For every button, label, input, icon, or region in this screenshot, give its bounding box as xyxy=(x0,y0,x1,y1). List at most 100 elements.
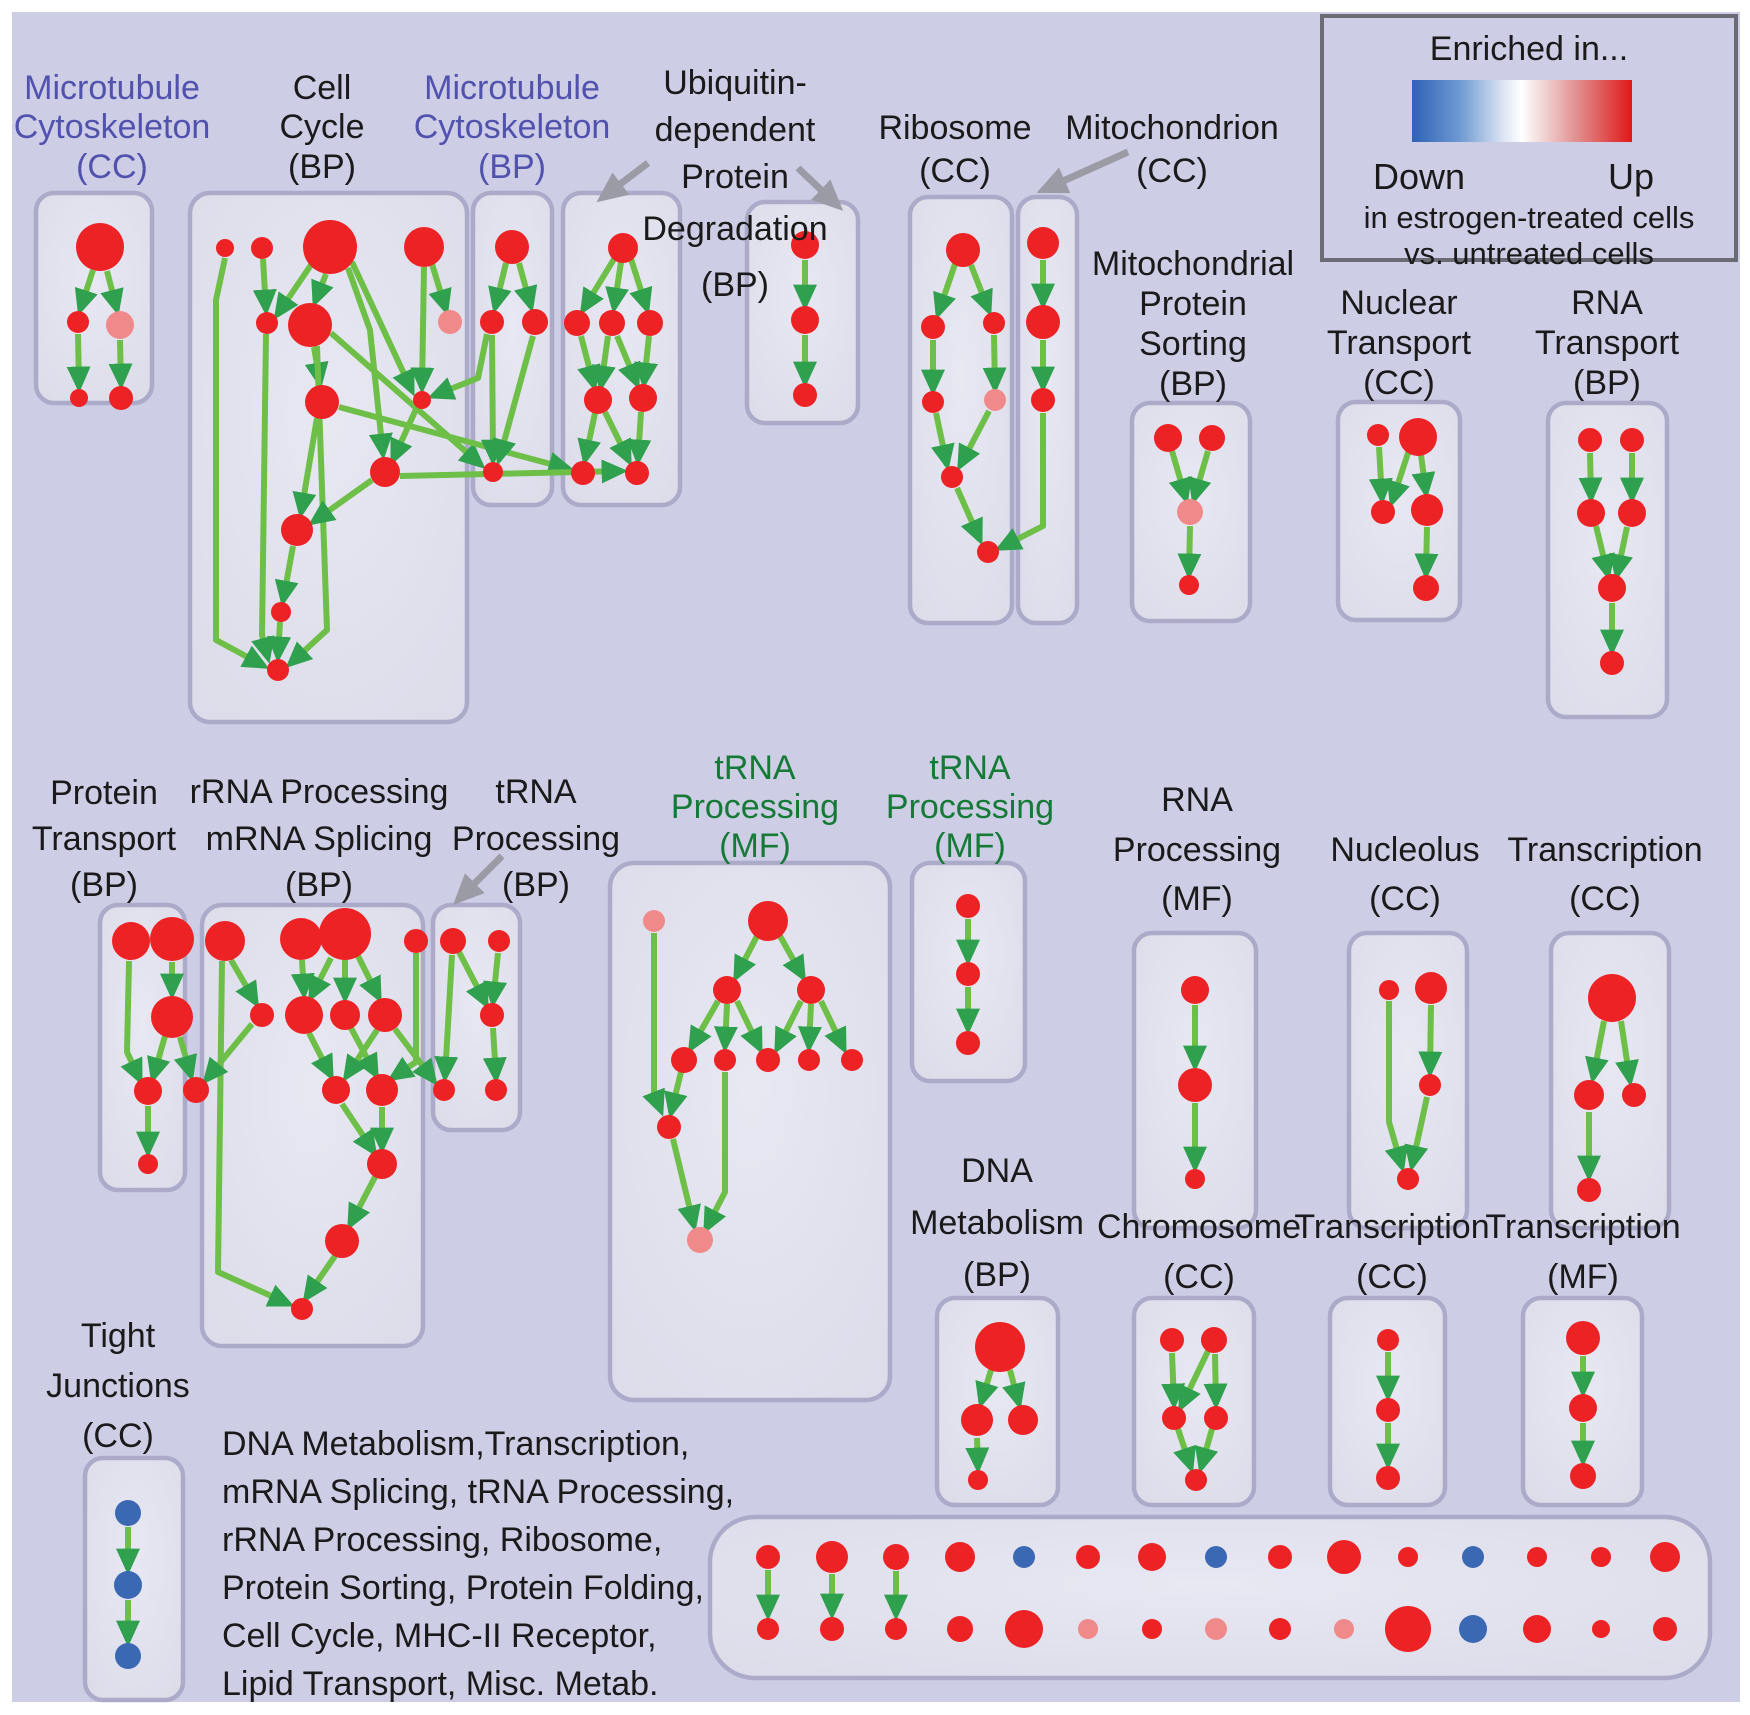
cluster-label-tight-junctions-cc: Tight xyxy=(81,1317,156,1355)
go-term-node-ubiquitin-dependent-protein-degradation-bp-1 xyxy=(571,461,595,485)
go-term-node-transcription-mf xyxy=(1566,1321,1600,1355)
go-term-node-cell-cycle-bp xyxy=(404,227,444,267)
edge-arrow-ubiquitin-dependent-protein-degradation-bp-1 xyxy=(591,335,616,392)
cluster-label-tight-junctions-cc: Junctions xyxy=(46,1367,190,1405)
go-term-node-dna-metabolism-bp xyxy=(1008,1405,1038,1435)
go-term-node-summary-strip xyxy=(1385,1606,1431,1652)
cluster-label-dna-metabolism-bp: (BP) xyxy=(963,1256,1031,1294)
go-term-node-rna-processing-mf xyxy=(1185,1169,1205,1189)
edge-arrow-microtubule-cytoskeleton-bp xyxy=(480,334,505,466)
go-term-node-trna-processing-mf-1 xyxy=(748,901,788,941)
go-term-node-trna-processing-bp xyxy=(488,930,510,952)
edge-arrow-cell-cycle-bp xyxy=(273,260,316,320)
edge-arrow-trna-processing-bp xyxy=(434,954,459,1083)
edge-arrow-ubiquitin-dependent-protein-degradation-bp-1 xyxy=(577,335,601,392)
go-term-node-chromosome-cc xyxy=(1162,1406,1186,1430)
go-term-node-summary-strip xyxy=(1334,1619,1354,1639)
go-term-node-ubiquitin-dependent-protein-degradation-bp-1 xyxy=(625,461,649,485)
edge-arrow-microtubule-cytoskeleton-cc xyxy=(74,269,98,316)
go-term-node-rrna-processing-mrna-splicing-bp xyxy=(325,1224,359,1258)
edge-arrow-cell-cycle-bp xyxy=(390,405,420,466)
edge-arrow-trna-processing-mf-1 xyxy=(642,933,665,1117)
legend-subtitle-line2: vs. untreated cells xyxy=(1404,236,1654,271)
edge-arrow-rrna-processing-mrna-splicing-bp xyxy=(342,1028,380,1083)
ubiquitin-right-arrow xyxy=(795,165,844,211)
go-term-node-rrna-processing-mrna-splicing-bp xyxy=(322,1076,350,1104)
go-term-node-rrna-processing-mrna-splicing-bp xyxy=(366,1074,398,1106)
go-term-node-nuclear-transport-cc xyxy=(1411,494,1443,526)
go-term-node-trna-processing-mf-1 xyxy=(671,1047,697,1073)
go-term-node-dna-metabolism-bp xyxy=(961,1404,993,1436)
go-term-node-dna-metabolism-bp xyxy=(968,1470,988,1490)
cluster-label-microtubule-cytoskeleton-bp: Cytoskeleton xyxy=(414,108,611,146)
go-term-node-transcription-cc-2 xyxy=(1377,1329,1399,1351)
edge-arrow-trna-processing-mf-1 xyxy=(733,934,760,983)
go-term-node-nucleolus-cc xyxy=(1419,1074,1441,1096)
go-term-node-microtubule-cytoskeleton-cc xyxy=(106,311,134,339)
go-term-node-microtubule-cytoskeleton-cc xyxy=(109,386,133,410)
edge-arrow-protein-transport-bp xyxy=(120,960,143,1086)
edge-arrow-microtubule-cytoskeleton-cc xyxy=(100,270,124,316)
cluster-label-protein-transport-bp: (BP) xyxy=(70,866,138,904)
edge-arrow-rrna-processing-mrna-splicing-bp xyxy=(355,954,382,1004)
cluster-label-mitochondrial-protein-sorting-bp: Sorting xyxy=(1139,325,1247,363)
edge-arrow-nuclear-transport-cc xyxy=(1414,526,1439,580)
edge-arrow-rrna-processing-mrna-splicing-bp xyxy=(308,956,334,1003)
go-term-node-nucleolus-cc xyxy=(1379,980,1399,1000)
edge-arrow-rrna-processing-mrna-splicing-bp xyxy=(392,1027,438,1086)
go-term-node-microtubule-cytoskeleton-cc xyxy=(76,223,124,271)
cluster-label-transcription-cc-2: Transcription xyxy=(1294,1208,1489,1246)
annotation-line: DNA Metabolism,Transcription, xyxy=(222,1425,689,1463)
go-term-node-summary-strip xyxy=(1005,1610,1043,1648)
cluster-label-mitochondrial-protein-sorting-bp: Mitochondrial xyxy=(1092,245,1294,283)
go-term-node-cell-cycle-bp xyxy=(288,303,332,347)
go-term-node-trna-processing-mf-1 xyxy=(643,910,665,932)
go-term-node-trna-processing-mf-1 xyxy=(798,1049,820,1071)
edge-arrow-dna-metabolism-bp xyxy=(1002,1369,1026,1410)
edge-arrow-microtubule-cytoskeleton-bp xyxy=(488,262,512,314)
go-term-node-rrna-processing-mrna-splicing-bp xyxy=(205,921,245,961)
edge-arrow-transcription-cc xyxy=(1585,1020,1609,1084)
go-term-node-trna-processing-mf-2 xyxy=(956,962,980,986)
go-term-node-trna-processing-mf-1 xyxy=(756,1048,780,1072)
go-term-node-summary-strip xyxy=(820,1617,844,1641)
edge-arrow-nuclear-transport-cc xyxy=(1386,449,1412,508)
go-term-node-cell-cycle-bp xyxy=(256,312,278,334)
edge-arrow-cell-cycle-bp xyxy=(345,266,393,460)
ubiquitin-left-arrow xyxy=(596,160,651,203)
edge-arrow-transcription-cc xyxy=(1615,1020,1639,1087)
go-term-node-ubiquitin-dependent-protein-degradation-bp-2 xyxy=(791,231,819,259)
go-term-node-rna-transport-bp xyxy=(1600,651,1624,675)
edge-arrow-trna-processing-mf-1 xyxy=(688,999,721,1054)
go-term-node-chromosome-cc xyxy=(1201,1327,1227,1353)
edge-arrow-rna-transport-bp xyxy=(1609,526,1633,581)
go-term-node-trna-processing-mf-1 xyxy=(797,976,825,1004)
cluster-label-rna-transport-bp: Transport xyxy=(1535,324,1680,362)
go-term-node-cell-cycle-bp xyxy=(281,514,313,546)
go-term-node-ubiquitin-dependent-protein-degradation-bp-2 xyxy=(791,306,819,334)
edge-arrow-ubiquitin-dependent-protein-degradation-bp-1 xyxy=(579,257,617,316)
go-term-node-summary-strip xyxy=(1078,1619,1098,1639)
go-term-node-ubiquitin-dependent-protein-degradation-bp-1 xyxy=(637,310,663,336)
edge-arrow-chromosome-cc xyxy=(1203,1353,1228,1410)
go-term-node-transcription-cc xyxy=(1574,1080,1604,1110)
cluster-label-nucleolus-cc: Nucleolus xyxy=(1330,831,1479,869)
cluster-label-transcription-mf: Transcription xyxy=(1485,1208,1680,1246)
go-term-node-rrna-processing-mrna-splicing-bp xyxy=(291,1298,313,1320)
go-term-node-trna-processing-mf-1 xyxy=(657,1115,681,1139)
cluster-label-ribosome-cc: Ribosome xyxy=(878,109,1031,147)
go-term-node-transcription-mf xyxy=(1570,1463,1596,1489)
go-term-node-ubiquitin-dependent-protein-degradation-bp-2 xyxy=(793,383,817,407)
edge-arrow-trna-processing-mf-1 xyxy=(713,1003,738,1053)
go-term-node-summary-strip xyxy=(1459,1615,1487,1643)
go-term-node-summary-strip xyxy=(1013,1546,1035,1568)
edge-arrow-cell-cycle-bp xyxy=(428,263,452,316)
edge-arrow-cell-cycle-bp xyxy=(285,345,330,669)
cluster-label-rrna-processing-mrna-splicing-bp: (BP) xyxy=(285,866,353,904)
go-term-node-cell-cycle-bp xyxy=(305,385,339,419)
cluster-label-rna-processing-mf: Processing xyxy=(1113,831,1281,869)
edge-arrow-microtubule-cytoskeleton-bp xyxy=(492,335,536,466)
cluster-box-transcription-cc xyxy=(1548,930,1672,1231)
go-term-node-summary-strip xyxy=(816,1541,848,1573)
legend-gradient-bar xyxy=(1412,80,1632,142)
